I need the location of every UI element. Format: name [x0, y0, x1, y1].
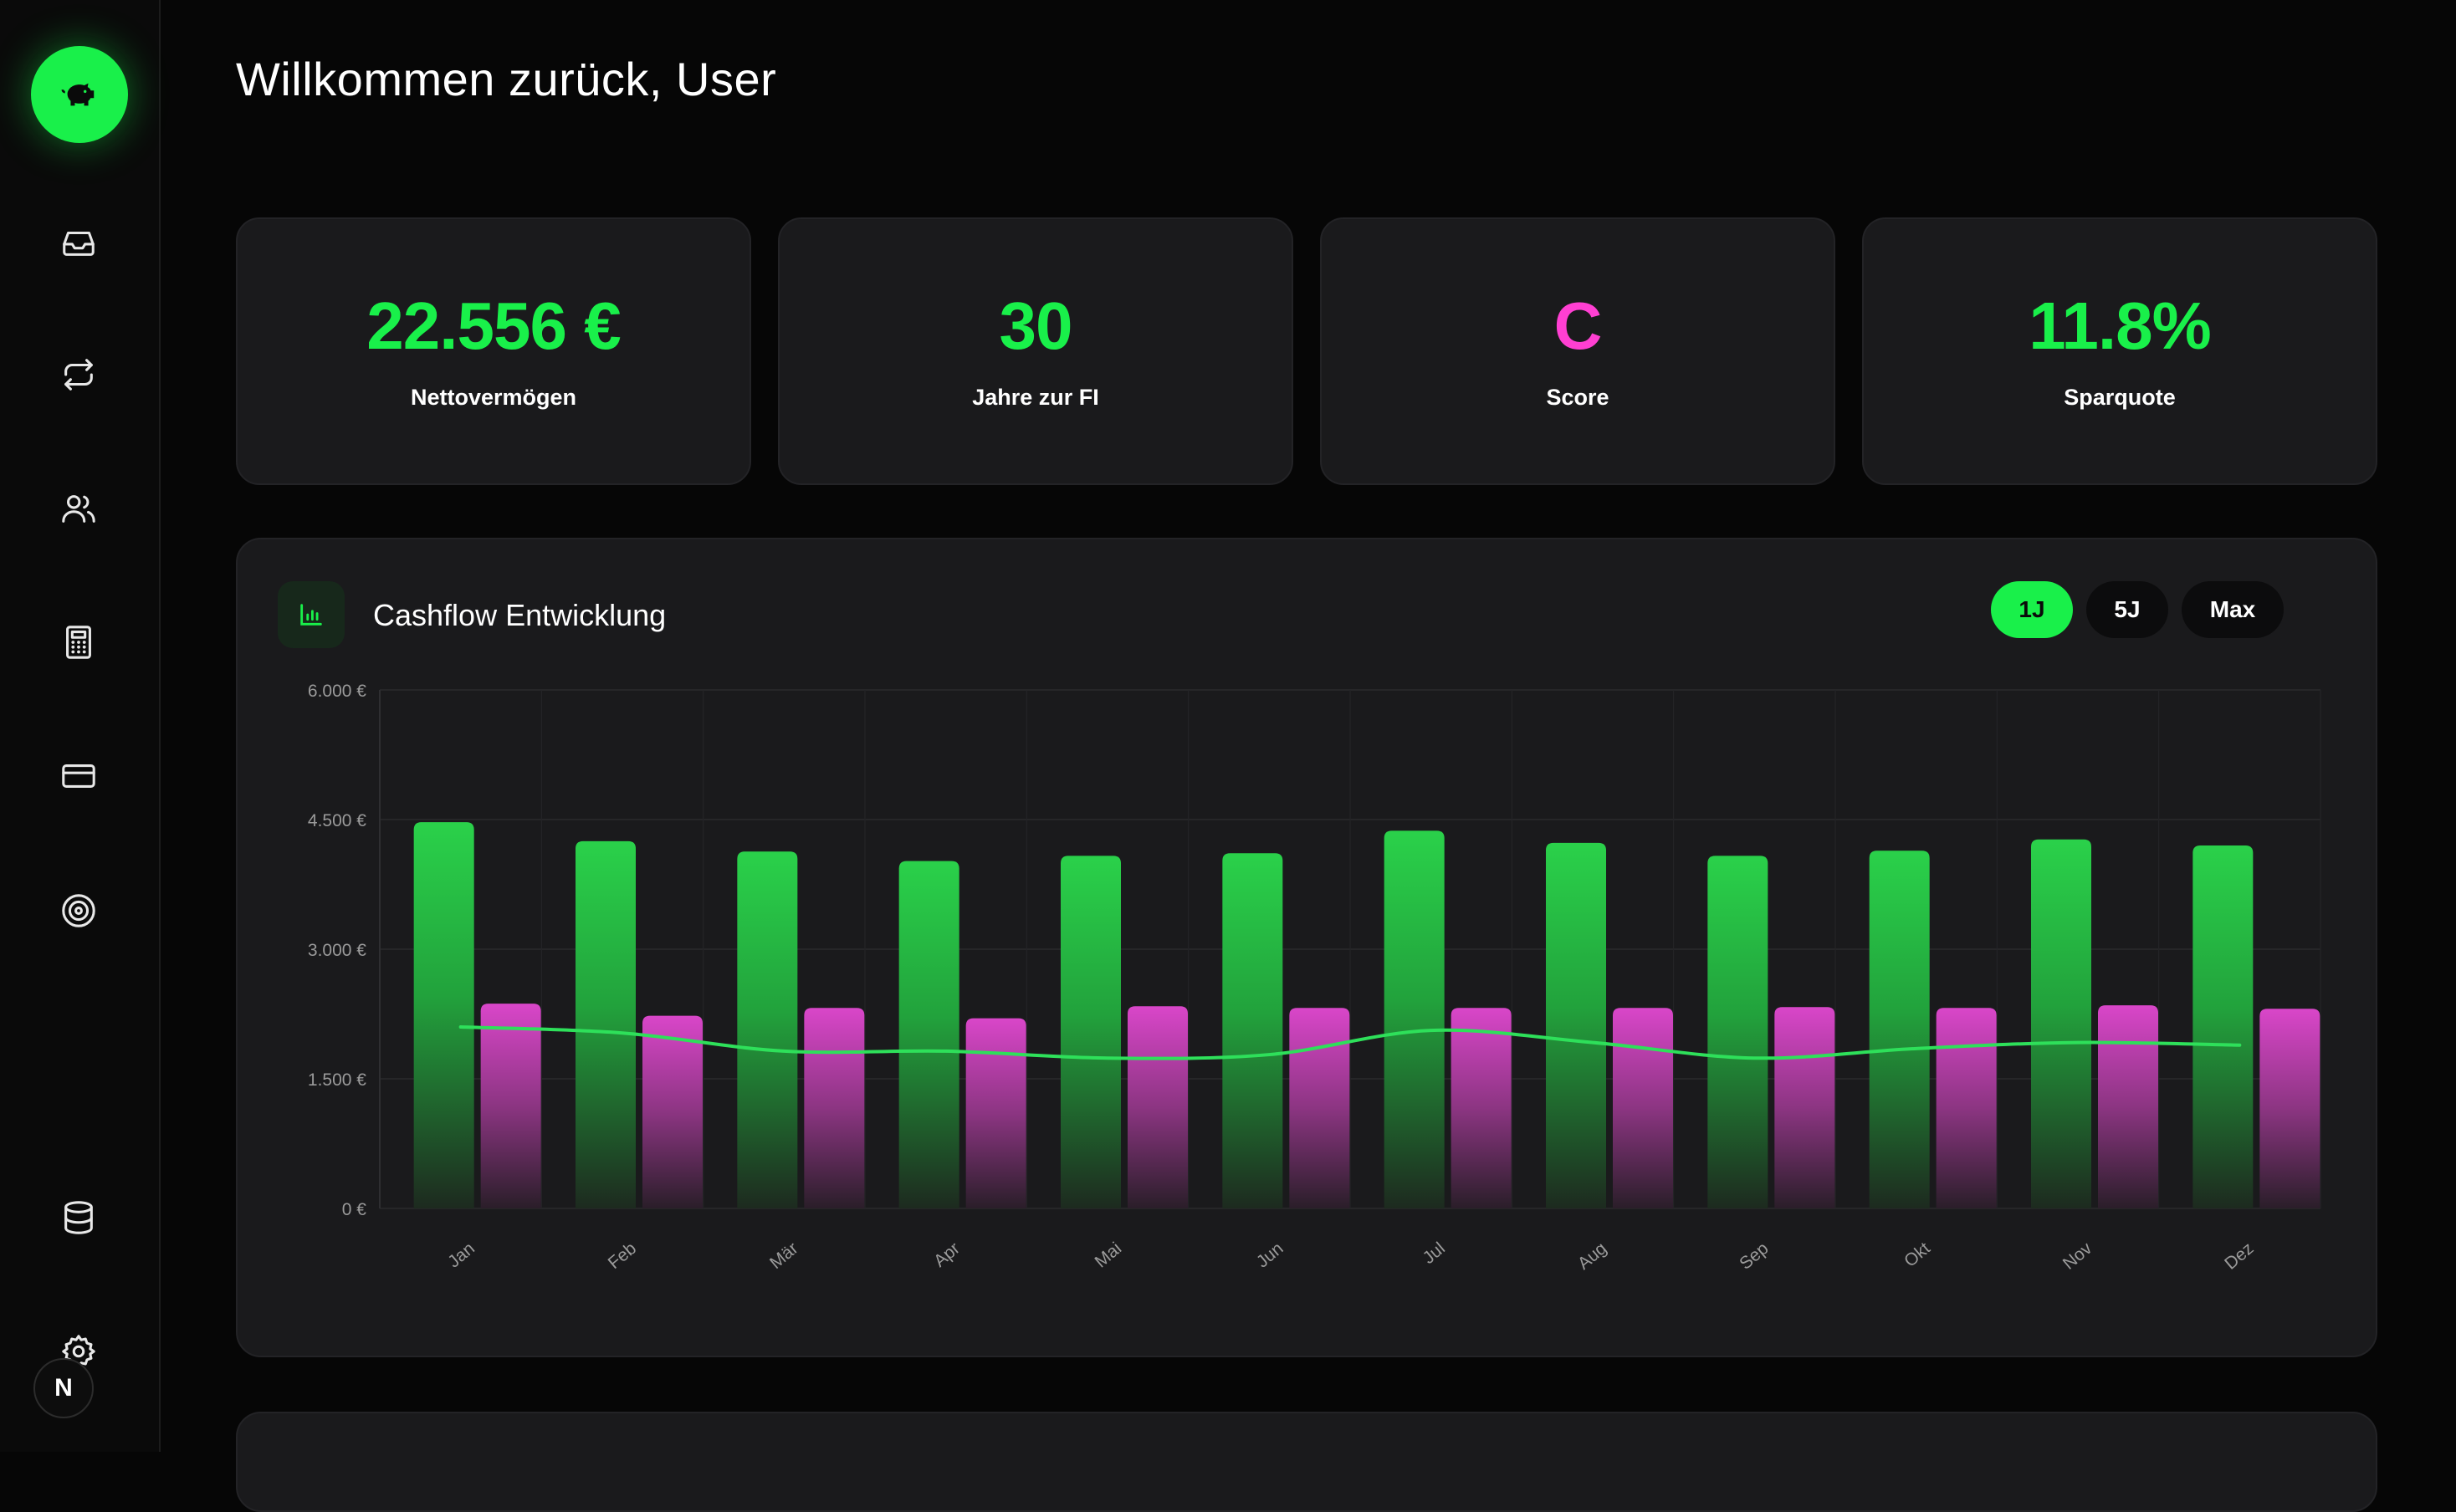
- stat-value: C: [1553, 288, 1603, 363]
- credit-card-icon[interactable]: [55, 753, 102, 799]
- x-tick-label: Aug: [1574, 1239, 1610, 1274]
- range-button-1j[interactable]: 1J: [1991, 581, 2073, 638]
- x-tick-label: Mai: [1092, 1239, 1126, 1271]
- bar-expense-2: [804, 1008, 865, 1208]
- stat-label: Sparquote: [2064, 384, 2176, 410]
- bar-income-7: [1546, 842, 1606, 1208]
- users-icon[interactable]: [55, 485, 102, 532]
- bar-income-9: [1869, 850, 1930, 1208]
- y-tick-label: 0 €: [342, 1200, 367, 1219]
- bar-expense-5: [1289, 1008, 1350, 1208]
- transfer-icon[interactable]: [55, 351, 102, 398]
- x-tick-label: Nov: [2059, 1239, 2096, 1274]
- y-tick-label: 3.000 €: [308, 941, 366, 960]
- bar-income-4: [1061, 856, 1121, 1208]
- range-button-5j[interactable]: 5J: [2086, 581, 2168, 638]
- bar-income-0: [413, 822, 474, 1208]
- stat-value: 11.8%: [2029, 288, 2211, 363]
- stat-value: 22.556 €: [366, 288, 621, 363]
- page-title: Willkommen zurück, User: [236, 53, 777, 105]
- target-icon[interactable]: [55, 887, 102, 934]
- bar-expense-3: [965, 1018, 1026, 1208]
- stat-card-savings-rate: 11.8% Sparquote: [1862, 217, 2377, 485]
- line-series: [458, 1025, 2242, 1060]
- cashflow-chart-card: Cashflow Entwicklung 1J 5J Max 0 € 1.500 …: [236, 538, 2377, 1357]
- chart-title: Cashflow Entwicklung: [373, 598, 667, 632]
- x-tick-label: Jun: [1253, 1239, 1287, 1271]
- bar-expense-1: [642, 1015, 703, 1208]
- stat-label: Jahre zur FI: [972, 384, 1099, 410]
- bar-income-6: [1384, 830, 1445, 1208]
- stat-card-years-to-fi: 30 Jahre zur FI: [778, 217, 1293, 485]
- bar-income-3: [898, 861, 959, 1208]
- x-tick-label: Okt: [1901, 1239, 1934, 1271]
- stat-value: 30: [999, 288, 1073, 363]
- piggy-bank-icon[interactable]: [31, 46, 128, 143]
- y-tick-label: 4.500 €: [308, 811, 366, 830]
- bar-expense-8: [1774, 1007, 1835, 1208]
- bar-expense-4: [1128, 1006, 1188, 1208]
- bar-income-1: [576, 840, 636, 1208]
- bar-income-5: [1222, 853, 1283, 1208]
- y-tick-label: 1.500 €: [308, 1070, 366, 1090]
- database-icon[interactable]: [55, 1194, 102, 1241]
- bar-income-8: [1707, 856, 1768, 1208]
- bar-expense-0: [480, 1004, 541, 1208]
- calculator-icon[interactable]: [55, 619, 102, 666]
- x-tick-label: Mär: [766, 1239, 801, 1273]
- bar-expense-6: [1451, 1008, 1512, 1208]
- sidebar: N: [0, 0, 161, 1452]
- x-tick-label: Jul: [1420, 1239, 1449, 1268]
- x-tick-label: Feb: [605, 1239, 641, 1273]
- stat-card-net-worth: 22.556 € Nettovermögen: [236, 217, 751, 485]
- cashflow-chart: 0 € 1.500 € 3.000 € 4.500 € 6.000 € Jan Feb Mär…: [308, 682, 2321, 1274]
- x-tick-label: Apr: [930, 1239, 964, 1271]
- bar-expense-11: [2259, 1009, 2320, 1208]
- range-button-max[interactable]: Max: [2182, 581, 2284, 638]
- bar-income-11: [2192, 845, 2254, 1208]
- stat-label: Nettovermögen: [410, 384, 577, 410]
- bar-expense-7: [1613, 1008, 1673, 1208]
- main-content: Willkommen zurück, User 22.556 € Nettove…: [161, 0, 2456, 1512]
- x-tick-label: Dez: [2221, 1239, 2257, 1274]
- bar-chart-icon: [278, 581, 345, 648]
- bar-income-10: [2031, 839, 2091, 1208]
- x-tick-label: Sep: [1736, 1239, 1772, 1274]
- avatar[interactable]: N: [33, 1358, 94, 1418]
- bar-income-2: [737, 851, 798, 1208]
- bar-expense-10: [2098, 1005, 2158, 1208]
- x-tick-label: Jan: [444, 1239, 478, 1271]
- secondary-card: [236, 1412, 2377, 1512]
- bar-expense-9: [1936, 1008, 1997, 1208]
- stat-card-score: C Score: [1320, 217, 1835, 485]
- inbox-icon[interactable]: [55, 219, 102, 266]
- stat-label: Score: [1546, 384, 1609, 410]
- y-tick-label: 6.000 €: [308, 682, 366, 701]
